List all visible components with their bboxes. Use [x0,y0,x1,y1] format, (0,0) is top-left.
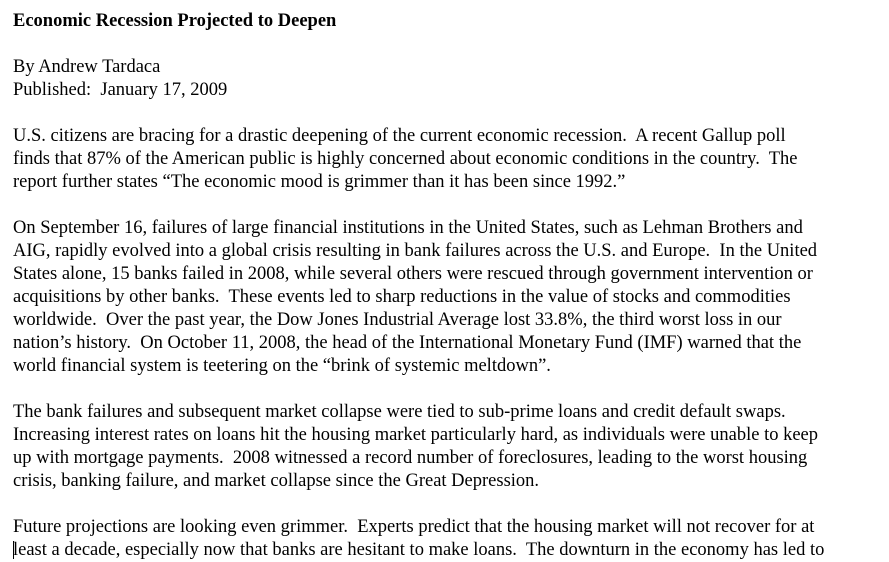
article-headline: Economic Recession Projected to Deepen [13,11,337,31]
paragraph-line: States alone, 15 banks failed in 2008, w… [13,264,813,284]
paragraph-line: Increasing interest rates on loans hit t… [13,425,819,445]
paragraph-line: up with mortgage payments. 2008 witnesse… [13,448,808,468]
paragraph-line: finds that 87% of the American public is… [13,149,798,169]
paragraph-3: The bank failures and subsequent market … [13,401,885,493]
paragraph-4: Future projections are looking even grim… [13,516,885,562]
paragraph-line: worldwide. Over the past year, the Dow J… [13,310,782,330]
article-published-date: Published: January 17, 2009 [13,80,228,100]
document-body[interactable]: Economic Recession Projected to Deepen B… [13,10,885,562]
paragraph-line: Future projections are looking even grim… [13,517,815,537]
paragraph-line: world financial system is teetering on t… [13,356,551,376]
paragraph-line: The bank failures and subsequent market … [13,402,786,422]
paragraph-line: report further states “The economic mood… [13,172,626,192]
paragraph-line: crisis, banking failure, and market coll… [13,471,540,491]
paragraph-line: nation’s history. On October 11, 2008, t… [13,333,802,353]
paragraph-1: U.S. citizens are bracing for a drastic … [13,125,885,194]
article-byline: By Andrew Tardaca [13,57,161,77]
paragraph-line: least a decade, especially now that bank… [13,540,825,560]
text-cursor [13,541,14,559]
paragraph-line: AIG, rapidly evolved into a global crisi… [13,241,818,261]
article-meta: By Andrew Tardaca Published: January 17,… [13,56,885,102]
paragraph-line: On September 16, failures of large finan… [13,218,803,238]
paragraph-line: U.S. citizens are bracing for a drastic … [13,126,786,146]
paragraph-2: On September 16, failures of large finan… [13,217,885,378]
paragraph-line: acquisitions by other banks. These event… [13,287,791,307]
